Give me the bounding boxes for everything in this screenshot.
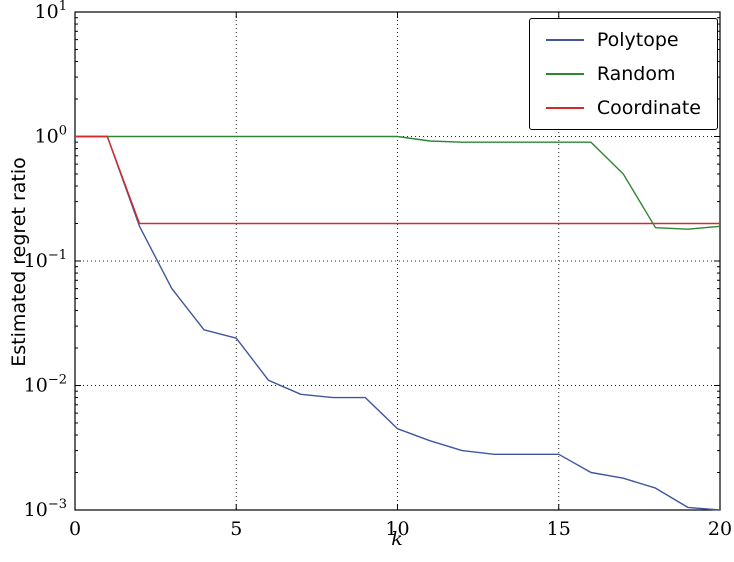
legend-item-random: Random [545,62,701,86]
random-line-swatch [545,73,584,76]
legend: Polytope Random Coordinate [528,18,718,131]
series-line-coordinate [75,135,720,225]
x-tick-label: 0 [69,518,81,540]
x-tick-label: 10 [385,518,409,540]
legend-label-random: Random [596,62,676,85]
y-tick-label: 10−2 [24,373,67,397]
x-tick-label: 15 [547,518,571,540]
x-tick-label: 20 [708,518,732,540]
legend-item-coordinate: Coordinate [545,96,701,120]
x-tick-label: 5 [230,518,242,540]
y-axis-label: Estimated regret ratio [8,157,30,367]
coordinate-line-swatch [545,106,584,109]
x-axis-label: k [391,528,403,550]
y-tick-label: 100 [35,124,67,148]
y-tick-label: 101 [35,0,67,23]
series-line-polytope [75,135,721,511]
plot-border [74,11,721,511]
legend-item-polytope: Polytope [545,29,701,52]
legend-label-coordinate: Coordinate [596,96,701,119]
legend-label-polytope: Polytope [596,29,679,51]
polytope-line-swatch [545,39,584,42]
series-line-random [75,135,721,230]
